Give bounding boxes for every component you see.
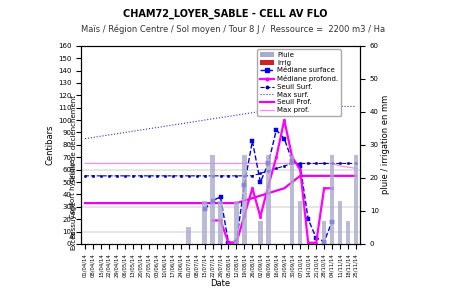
Bar [210, 155, 215, 244]
Text: Ressuyage: Ressuyage [71, 200, 77, 238]
Text: Excès: Excès [71, 230, 77, 250]
Y-axis label: Centibars: Centibars [46, 125, 55, 165]
Bar [330, 155, 334, 244]
Bar [290, 155, 294, 244]
Text: Maïs / Région Centre / Sol moyen / Tour 8 J /  Ressource =  2200 m3 / Ha: Maïs / Région Centre / Sol moyen / Tour … [81, 24, 385, 34]
Bar [234, 201, 239, 244]
Y-axis label: pluie / irrigation en mm: pluie / irrigation en mm [382, 95, 391, 195]
Bar [202, 201, 207, 244]
X-axis label: Date: Date [211, 279, 230, 288]
Bar [322, 221, 326, 244]
Text: Confort hydrique: Confort hydrique [71, 159, 77, 218]
Bar [266, 155, 270, 244]
Text: CHAM72_LOYER_SABLE - CELL AV FLO: CHAM72_LOYER_SABLE - CELL AV FLO [123, 9, 327, 20]
Bar [242, 155, 247, 244]
Bar [186, 228, 191, 244]
Bar [218, 201, 223, 244]
Bar [298, 201, 302, 244]
Bar [346, 221, 350, 244]
Bar [338, 201, 342, 244]
Legend: Pluie, Irrig, Médiane surface, Médiane profond., Seuil Surf., Max surf., Seuil P: Pluie, Irrig, Médiane surface, Médiane p… [257, 49, 341, 116]
Bar [354, 155, 358, 244]
Bar [258, 221, 262, 244]
Text: Seuils de déclenchement: Seuils de déclenchement [71, 95, 77, 183]
